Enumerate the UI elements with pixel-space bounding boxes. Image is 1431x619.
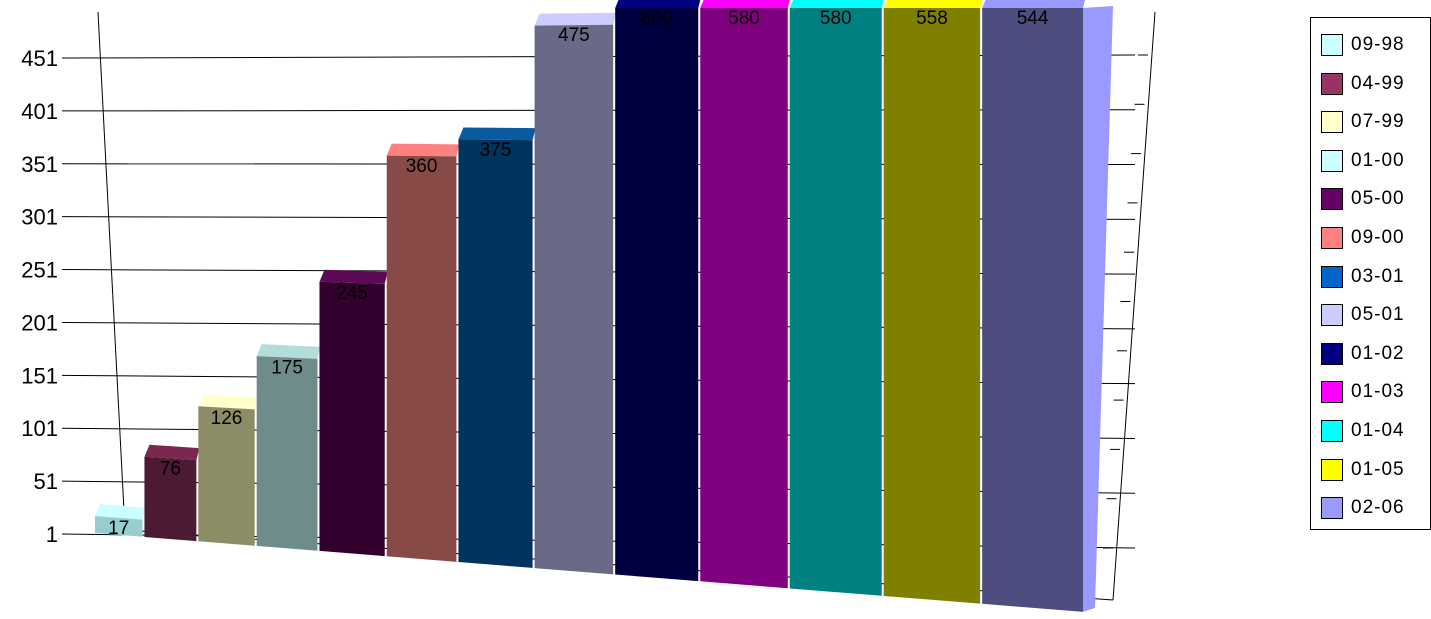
legend-label: 01-00 <box>1351 149 1405 171</box>
legend-item: 07-99 <box>1321 109 1405 135</box>
bar <box>95 516 143 537</box>
legend-swatch <box>1321 72 1343 95</box>
data-label: 558 <box>916 8 948 29</box>
legend-label: 02-06 <box>1351 497 1405 519</box>
data-label: 76 <box>160 458 181 479</box>
legend-swatch <box>1321 304 1343 327</box>
data-labels: 17 76 126 175 245 360 375 475 600 580 580 558 544 <box>108 8 1049 539</box>
data-label: 475 <box>558 25 590 46</box>
data-label: 175 <box>271 357 303 378</box>
y-tick-label: 351 <box>21 152 58 177</box>
bar <box>615 8 699 582</box>
legend-swatch <box>1321 381 1343 404</box>
legend-label: 01-04 <box>1351 420 1405 441</box>
legend-swatch <box>1321 149 1343 172</box>
y-tick-label: 301 <box>21 205 58 230</box>
legend-label: 09-98 <box>1351 34 1405 55</box>
legend-label: 01-03 <box>1351 381 1405 403</box>
legend-swatch <box>1321 111 1343 134</box>
legend-swatch <box>1321 265 1343 288</box>
bar <box>982 8 1083 612</box>
data-label: 126 <box>211 408 243 429</box>
bar <box>789 8 882 596</box>
legend-swatch <box>1321 458 1343 481</box>
y-tick-label: 451 <box>21 46 58 71</box>
bar-top <box>458 127 536 141</box>
legend-label: 07-99 <box>1351 111 1405 133</box>
left-axis-line <box>97 11 126 531</box>
bar <box>883 8 981 604</box>
legend-item: 04-99 <box>1321 71 1405 97</box>
legend-item: 01-05 <box>1321 457 1405 483</box>
bar-top <box>95 504 146 520</box>
legend-item: 03-01 <box>1321 264 1405 290</box>
bar-side <box>1083 6 1113 612</box>
legend-item: 01-00 <box>1321 148 1405 174</box>
data-label: 600 <box>641 8 673 29</box>
bar <box>534 24 614 575</box>
bar <box>256 356 318 551</box>
legend-item: 05-01 <box>1321 302 1405 328</box>
right-axis-line <box>1112 11 1156 601</box>
bars <box>95 0 1113 612</box>
y-tick-label: 51 <box>34 469 58 494</box>
bar <box>319 281 385 557</box>
bar-top <box>198 394 258 410</box>
data-label: 580 <box>728 8 760 29</box>
legend-item: 01-04 <box>1321 418 1405 444</box>
bar-top <box>982 0 1085 8</box>
bar-top <box>789 0 884 8</box>
legend: 09-98 04-99 07-99 01-00 05-00 09-00 03-01 05-01… <box>1310 17 1431 530</box>
data-label: 375 <box>480 140 512 161</box>
y-tick-label: 401 <box>21 99 58 124</box>
legend-swatch <box>1321 227 1343 249</box>
bar-top <box>144 444 200 461</box>
y-tick-label: 1 <box>46 522 58 547</box>
legend-item: 01-03 <box>1321 379 1405 405</box>
data-label: 544 <box>1017 8 1049 29</box>
legend-item: 01-02 <box>1321 341 1405 367</box>
legend-label: 01-05 <box>1351 458 1405 480</box>
bar <box>386 155 457 562</box>
bar-top <box>700 0 790 8</box>
legend-item: 05-00 <box>1321 186 1405 212</box>
y-tick-label: 251 <box>21 258 58 283</box>
y-tick-label: 151 <box>21 363 58 388</box>
legend-item: 02-06 <box>1321 495 1405 521</box>
legend-label: 09-00 <box>1351 227 1405 248</box>
data-label: 245 <box>336 283 368 304</box>
bar-top <box>256 344 321 359</box>
y-tick-label: 101 <box>21 416 58 441</box>
bar-top <box>386 143 460 157</box>
legend-label: 03-01 <box>1351 265 1405 287</box>
legend-label: 01-02 <box>1351 342 1405 364</box>
legend-swatch <box>1321 420 1343 442</box>
bar-top <box>883 0 983 8</box>
legend-label: 05-01 <box>1351 304 1405 326</box>
legend-label: 05-00 <box>1351 188 1405 210</box>
data-label: 360 <box>406 156 438 177</box>
bar <box>144 456 197 542</box>
data-label: 580 <box>820 8 852 29</box>
data-label: 17 <box>108 518 129 539</box>
bar <box>458 139 533 568</box>
bar-top <box>615 0 701 8</box>
legend-swatch <box>1321 497 1343 520</box>
legend-swatch <box>1321 34 1343 56</box>
legend-swatch <box>1321 188 1343 211</box>
bar <box>198 406 255 546</box>
y-tick-label: 201 <box>21 310 58 335</box>
legend-item: 09-00 <box>1321 225 1405 251</box>
bar-top <box>534 12 617 26</box>
legend-item: 09-98 <box>1321 32 1405 58</box>
bar-top <box>319 269 388 284</box>
legend-swatch <box>1321 342 1343 365</box>
legend-label: 04-99 <box>1351 72 1405 94</box>
bar <box>700 8 788 589</box>
